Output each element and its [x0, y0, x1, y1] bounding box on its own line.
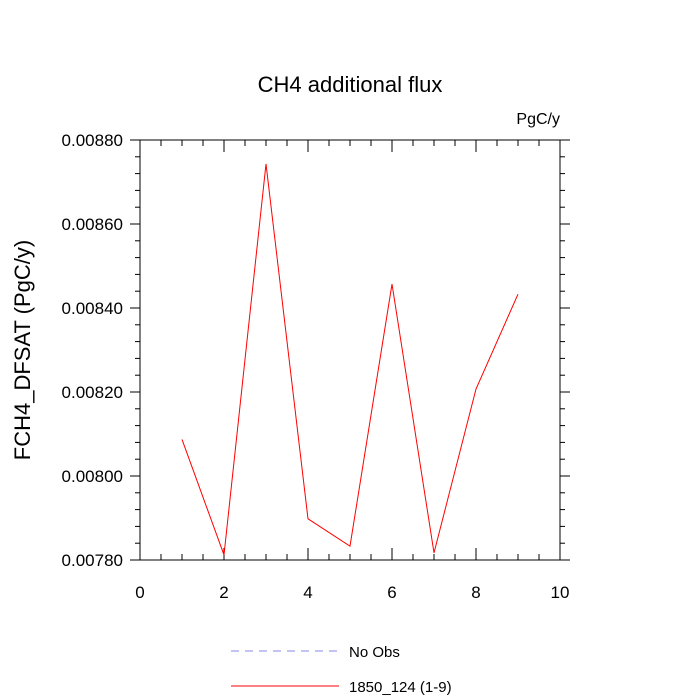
y-tick-label: 0.00820	[62, 383, 123, 402]
units-label: PgC/y	[516, 111, 560, 128]
legend-label: 1850_124 (1-9)	[349, 679, 452, 696]
axis-ticks	[130, 139, 570, 561]
y-axis-label: FCH4_DFSAT (PgC/y)	[10, 240, 35, 460]
chart-title: CH4 additional flux	[258, 72, 443, 97]
y-tick-labels: 0.00780 0.00800 0.00820 0.00840 0.00860 0.008…	[62, 131, 123, 570]
series-line	[181, 163, 519, 556]
x-tick-label: 4	[303, 583, 312, 602]
x-tick-label: 8	[471, 583, 480, 602]
x-tick-label: 10	[551, 583, 570, 602]
y-tick-label: 0.00860	[62, 215, 123, 234]
series-lines	[181, 163, 519, 556]
x-tick-label: 6	[387, 583, 396, 602]
y-tick-label: 0.00780	[62, 551, 123, 570]
legend: No Obs 1850_124 (1-9)	[231, 644, 452, 696]
y-tick-label: 0.00880	[62, 131, 123, 150]
x-tick-label: 2	[219, 583, 228, 602]
y-tick-label: 0.00840	[62, 299, 123, 318]
y-tick-label: 0.00800	[62, 467, 123, 486]
legend-label: No Obs	[349, 644, 400, 661]
x-tick-labels: 0 2 4 6 8 10	[135, 583, 569, 602]
x-tick-label: 0	[135, 583, 144, 602]
